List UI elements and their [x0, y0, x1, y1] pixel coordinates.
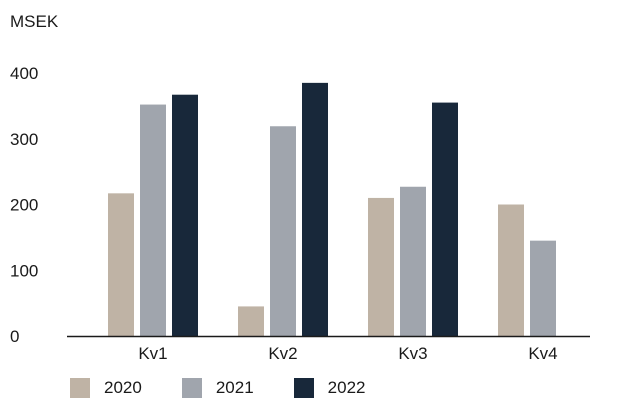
x-tick-label-kv1: Kv1: [138, 344, 167, 363]
y-axis-unit-label: MSEK: [10, 12, 59, 31]
x-tick-label-kv4: Kv4: [528, 344, 557, 363]
legend-item-2020: 2020: [70, 378, 142, 398]
x-tick-label-kv3: Kv3: [398, 344, 427, 363]
legend-swatch-2022: [293, 378, 314, 398]
legend: 2020 2021 2022: [70, 378, 405, 398]
legend-swatch-2020: [70, 378, 90, 398]
legend-item-2021: 2021: [181, 378, 254, 398]
bar-kv2-2022: [302, 82, 328, 336]
legend-swatch-2021: [181, 378, 202, 398]
bar-kv1-2022: [172, 94, 198, 336]
legend-label-2020: 2020: [104, 378, 142, 397]
y-tick-label-300: 300: [10, 130, 38, 149]
bar-kv1-2020: [108, 193, 134, 336]
bar-kv1-2021: [140, 104, 166, 336]
legend-label-2021: 2021: [215, 378, 254, 397]
bar-kv2-2020: [238, 306, 264, 336]
bar-kv3-2022: [432, 102, 458, 337]
y-tick-label-400: 400: [10, 64, 38, 83]
bar-kv3-2021: [400, 186, 426, 336]
bar-kv4-2020: [498, 204, 524, 336]
bar-kv2-2021: [270, 126, 296, 336]
bar-kv3-2020: [368, 197, 394, 336]
legend-item-2022: 2022: [293, 378, 366, 398]
y-tick-label-200: 200: [10, 196, 38, 215]
y-tick-label-100: 100: [10, 261, 38, 280]
legend-label-2022: 2022: [327, 378, 366, 397]
y-tick-label-0: 0: [10, 327, 19, 346]
bar-kv4-2021: [530, 240, 556, 336]
x-tick-label-kv2: Kv2: [268, 344, 297, 363]
